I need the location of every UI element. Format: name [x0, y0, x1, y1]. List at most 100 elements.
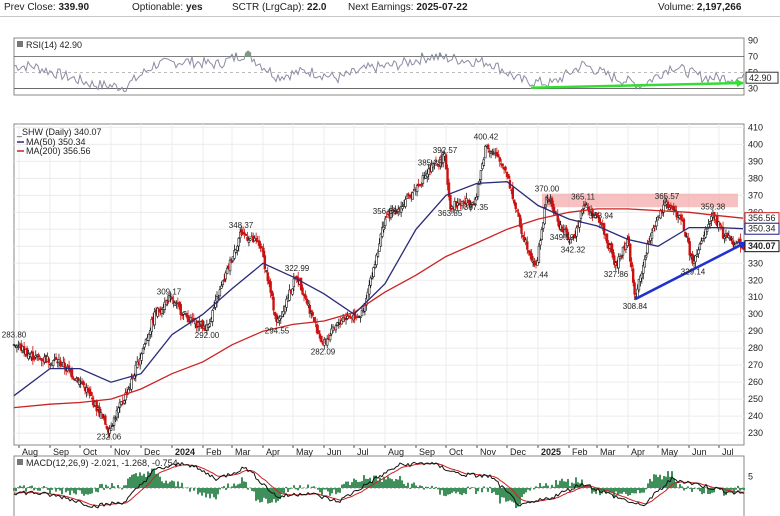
candle-body — [565, 227, 568, 233]
candle-body — [707, 224, 710, 228]
price-point-label: 367.35 — [464, 203, 489, 212]
x-axis-label: Oct — [449, 447, 464, 457]
price-point-label: 353.94 — [589, 212, 614, 221]
candle-body — [575, 227, 578, 237]
candle-body — [539, 240, 542, 246]
candle-body — [523, 236, 526, 242]
candle-body — [147, 333, 151, 341]
candle-body — [217, 297, 220, 299]
x-axis-label: Apr — [266, 447, 280, 457]
candle-body — [550, 197, 554, 207]
candle-body — [446, 167, 449, 185]
candle-body — [653, 225, 657, 227]
candle-body — [431, 163, 435, 168]
candle-body — [114, 418, 117, 420]
candle-body — [476, 184, 480, 197]
candle-body — [685, 236, 689, 238]
candle-body — [513, 199, 516, 204]
candle-body — [118, 402, 122, 408]
candle-body — [399, 205, 403, 213]
candle-body — [76, 377, 80, 383]
candle-body — [301, 287, 304, 295]
candle-body — [381, 227, 384, 237]
candle-body — [434, 160, 438, 163]
candle-body — [179, 304, 182, 316]
price-last-box — [744, 222, 780, 235]
candle-body — [668, 207, 671, 210]
candle-body — [441, 154, 445, 163]
candle-body — [373, 264, 377, 268]
candle-body — [311, 312, 314, 316]
candle-body — [655, 220, 658, 227]
candle-body — [12, 344, 16, 346]
price-point-label: 282.09 — [311, 348, 336, 357]
price-y-tick: 320 — [748, 275, 763, 285]
candle-body — [375, 254, 378, 266]
candle-body — [312, 317, 316, 322]
x-axis-label: Aug — [388, 447, 404, 457]
price-y-tick: 240 — [748, 411, 763, 421]
price-point-label: 292.00 — [195, 331, 220, 340]
candle-body — [624, 243, 628, 250]
candle-body — [469, 204, 472, 208]
candle-body — [337, 323, 340, 326]
candle-body — [397, 208, 400, 212]
price-point-label: 365.57 — [655, 192, 680, 201]
candle-body — [646, 242, 649, 254]
ma200-legend-text: MA(200) 356.56 — [26, 146, 91, 156]
candle-body — [395, 210, 398, 214]
candle-body — [234, 249, 238, 253]
candle-body — [723, 236, 726, 239]
candle-body — [652, 227, 655, 232]
ma200-line — [13, 208, 744, 409]
rsi-legend: RSI(14) 42.90 — [17, 40, 82, 50]
candle-body — [211, 310, 214, 322]
candle-body — [349, 316, 352, 318]
candle-body — [185, 313, 188, 317]
price-panel — [13, 123, 745, 446]
candle-body — [468, 200, 471, 206]
candle-body — [511, 187, 514, 199]
candle-body — [307, 303, 310, 306]
price-point-label: 385.25 — [418, 158, 443, 167]
price-point-label: 283.80 — [2, 331, 27, 340]
rsi-y-tick: 90 — [748, 35, 758, 45]
candle-body — [382, 226, 385, 231]
candle-body — [82, 381, 85, 386]
candle-body — [495, 151, 499, 156]
ma50-legend-text: MA(50) 350.34 — [26, 137, 86, 147]
candle-body — [130, 378, 133, 390]
candle-body — [721, 227, 725, 239]
candle-body — [484, 145, 487, 159]
candle-body — [521, 235, 525, 238]
price-y-tick: 390 — [748, 156, 763, 166]
candle-body — [317, 330, 320, 334]
candle-body — [344, 318, 348, 320]
price-point-label: 356.69 — [373, 207, 398, 216]
candle-body — [540, 229, 544, 241]
candle-body — [370, 277, 374, 280]
price-y-tick: 410 — [748, 122, 763, 132]
candle-body — [481, 163, 484, 170]
rsi-last-value-box — [745, 71, 779, 84]
price-y-tick: 230 — [748, 428, 763, 438]
candle-body — [308, 304, 311, 314]
sctr: SCTR (LrgCap): 22.0 — [232, 2, 327, 13]
candle-body — [537, 245, 541, 263]
candle-body — [112, 417, 116, 426]
candle-body — [237, 237, 240, 247]
candle-body — [605, 233, 609, 244]
candle-body — [546, 198, 549, 201]
candle-body — [212, 307, 216, 310]
candle-body — [291, 288, 294, 295]
candle-body — [578, 220, 581, 228]
candle-body — [67, 365, 71, 370]
candle-body — [153, 311, 156, 326]
candle-body — [205, 324, 209, 331]
ma50-line — [13, 181, 744, 397]
price-point-label: 370.00 — [535, 184, 560, 193]
candle-body — [617, 256, 620, 269]
candle-body — [415, 185, 419, 193]
rsi-legend-text: RSI(14) 42.90 — [26, 40, 82, 50]
candle-body — [320, 335, 323, 343]
